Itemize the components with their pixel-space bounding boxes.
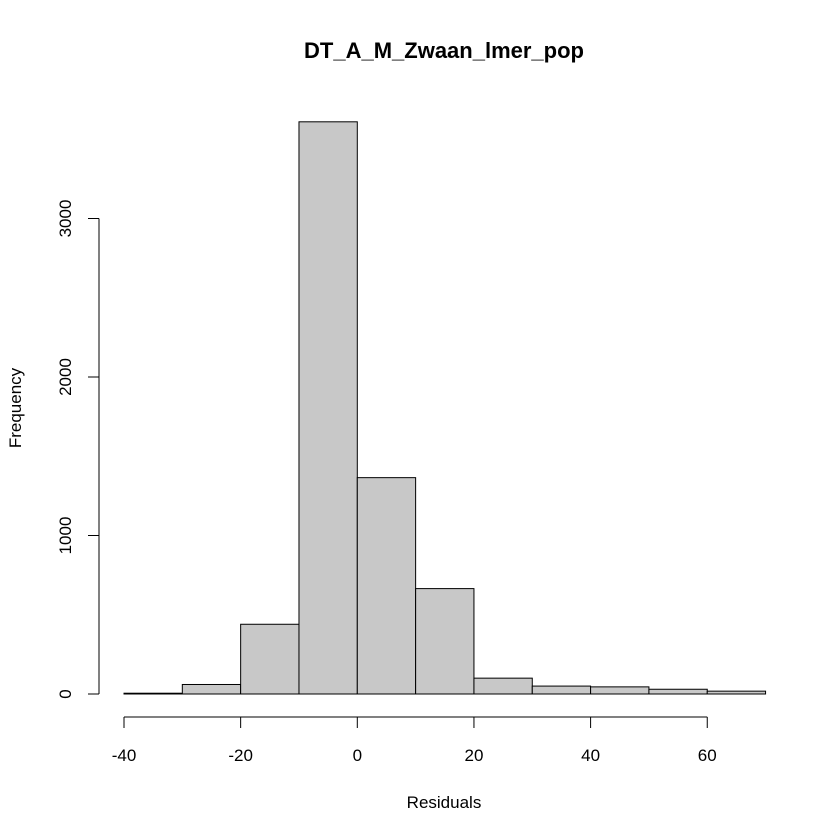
x-axis-label: Residuals bbox=[407, 793, 482, 812]
y-tick-label-2: 2000 bbox=[56, 358, 75, 396]
x-tick-label-1: -20 bbox=[228, 746, 253, 765]
x-tick-label-5: 60 bbox=[698, 746, 717, 765]
y-tick-label-1: 1000 bbox=[56, 517, 75, 555]
x-axis: -40 -20 0 20 40 60 bbox=[112, 716, 717, 765]
y-axis-label: Frequency bbox=[6, 367, 25, 448]
histogram-bar-8 bbox=[590, 686, 650, 695]
histogram-bar-6 bbox=[473, 677, 533, 695]
x-tick-label-0: -40 bbox=[112, 746, 137, 765]
chart-title: DT_A_M_Zwaan_lmer_pop bbox=[304, 38, 584, 63]
histogram-bar-10 bbox=[706, 690, 767, 695]
histogram-bar-2 bbox=[240, 623, 300, 695]
histogram-bar-9 bbox=[648, 688, 708, 695]
x-tick-label-2: 0 bbox=[353, 746, 362, 765]
bars-group bbox=[123, 121, 767, 695]
x-tick-label-3: 20 bbox=[464, 746, 483, 765]
histogram-bar-1 bbox=[181, 683, 242, 695]
histogram-bar-5 bbox=[415, 588, 475, 695]
histogram-bar-3 bbox=[298, 121, 358, 695]
x-tick-label-4: 40 bbox=[581, 746, 600, 765]
histogram-bar-4 bbox=[356, 477, 417, 695]
y-axis: 0 1000 2000 3000 bbox=[56, 200, 100, 699]
histogram-bar-7 bbox=[531, 685, 592, 695]
y-tick-label-3: 3000 bbox=[56, 200, 75, 238]
y-tick-label-0: 0 bbox=[56, 689, 75, 698]
histogram-bar-0 bbox=[123, 692, 183, 695]
